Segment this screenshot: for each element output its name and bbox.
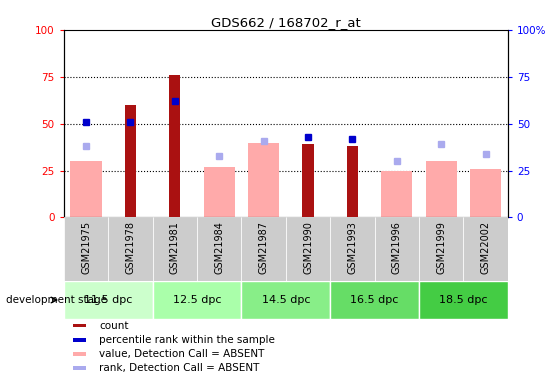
Bar	[470, 169, 501, 217]
Bar	[73, 338, 86, 342]
Text: 14.5 dpc: 14.5 dpc	[261, 295, 310, 305]
Bar	[347, 146, 358, 218]
Text: rank, Detection Call = ABSENT: rank, Detection Call = ABSENT	[99, 363, 260, 373]
Text: GSM21993: GSM21993	[347, 220, 357, 273]
Text: GSM21981: GSM21981	[170, 220, 180, 273]
Title: GDS662 / 168702_r_at: GDS662 / 168702_r_at	[211, 16, 361, 29]
Text: 11.5 dpc: 11.5 dpc	[84, 295, 133, 305]
Bar	[286, 217, 330, 281]
Bar	[73, 366, 86, 370]
Text: GSM21990: GSM21990	[303, 220, 313, 273]
Bar	[108, 217, 153, 281]
Bar	[330, 281, 419, 319]
Text: 18.5 dpc: 18.5 dpc	[439, 295, 488, 305]
Text: percentile rank within the sample: percentile rank within the sample	[99, 335, 275, 345]
Bar	[153, 217, 197, 281]
Bar	[197, 217, 241, 281]
Bar	[330, 217, 375, 281]
Bar	[169, 75, 180, 217]
Bar	[241, 217, 286, 281]
Text: count: count	[99, 321, 129, 331]
Bar	[125, 105, 136, 218]
Bar	[419, 281, 508, 319]
Bar	[426, 161, 457, 218]
Bar	[375, 217, 419, 281]
Text: 16.5 dpc: 16.5 dpc	[350, 295, 399, 305]
Text: GSM21987: GSM21987	[259, 220, 269, 274]
Bar	[73, 352, 86, 356]
Text: development stage: development stage	[6, 295, 107, 305]
Text: GSM21999: GSM21999	[436, 220, 446, 273]
Bar	[302, 144, 314, 218]
Bar	[64, 217, 108, 281]
Bar	[64, 281, 153, 319]
Text: GSM21975: GSM21975	[81, 220, 91, 274]
Bar	[153, 281, 241, 319]
Bar	[248, 142, 279, 218]
Bar	[463, 217, 508, 281]
Bar	[70, 161, 102, 218]
Text: GSM21978: GSM21978	[125, 220, 135, 274]
Text: GSM21996: GSM21996	[392, 220, 402, 273]
Bar	[73, 324, 86, 327]
Text: GSM22002: GSM22002	[481, 220, 491, 274]
Bar	[241, 281, 330, 319]
Bar	[419, 217, 463, 281]
Text: 12.5 dpc: 12.5 dpc	[173, 295, 221, 305]
Text: value, Detection Call = ABSENT: value, Detection Call = ABSENT	[99, 349, 265, 359]
Bar	[381, 171, 412, 217]
Bar	[204, 167, 235, 218]
Text: GSM21984: GSM21984	[214, 220, 224, 273]
